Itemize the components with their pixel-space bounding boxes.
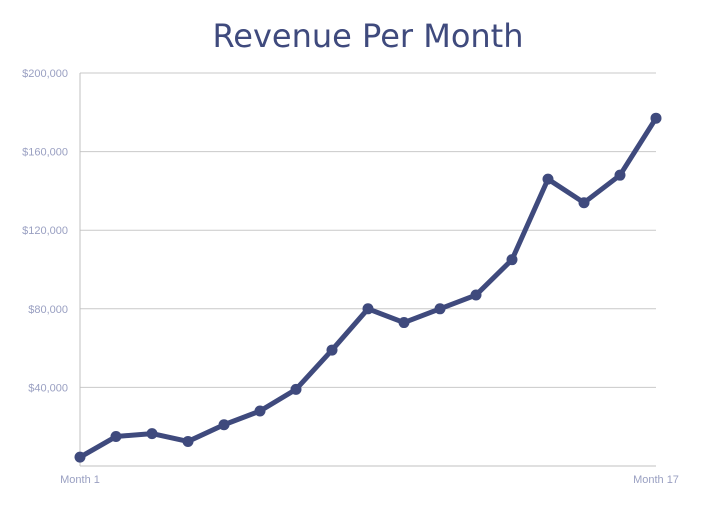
series-layer bbox=[74, 112, 662, 463]
data-point-month-10 bbox=[398, 317, 410, 329]
y-tick-label: $120,000 bbox=[22, 225, 68, 237]
data-point-month-3 bbox=[146, 428, 158, 440]
revenue-series-line bbox=[77, 115, 659, 460]
y-tick-label: $40,000 bbox=[28, 382, 68, 394]
data-point-month-8 bbox=[326, 344, 338, 356]
data-point-month-4 bbox=[182, 435, 194, 447]
y-tick-label: $160,000 bbox=[22, 147, 68, 159]
data-point-month-13 bbox=[506, 254, 518, 266]
data-point-month-11 bbox=[434, 303, 446, 315]
y-axis-tick-labels: $40,000 $80,000 $120,000 $160,000 $200,000 bbox=[22, 68, 68, 394]
x-axis-tick-labels: Month 1 Month 17 bbox=[60, 474, 679, 486]
gridlines bbox=[79, 72, 656, 467]
data-point-month-6 bbox=[254, 405, 266, 417]
data-point-month-1 bbox=[74, 451, 86, 463]
x-tick-label: Month 17 bbox=[633, 474, 679, 486]
data-point-month-17 bbox=[650, 112, 662, 124]
x-tick-label: Month 1 bbox=[60, 474, 100, 486]
data-point-month-5 bbox=[218, 419, 230, 431]
chart-title: Revenue Per Month bbox=[213, 17, 524, 55]
data-point-month-12 bbox=[470, 289, 482, 301]
data-point-month-9 bbox=[362, 303, 374, 315]
y-tick-label: $200,000 bbox=[22, 68, 68, 80]
data-point-month-16 bbox=[614, 169, 626, 181]
data-point-month-14 bbox=[542, 173, 554, 185]
data-point-month-15 bbox=[578, 197, 590, 209]
y-tick-label: $80,000 bbox=[28, 304, 68, 316]
data-point-month-2 bbox=[110, 431, 122, 443]
data-point-month-7 bbox=[290, 383, 302, 395]
